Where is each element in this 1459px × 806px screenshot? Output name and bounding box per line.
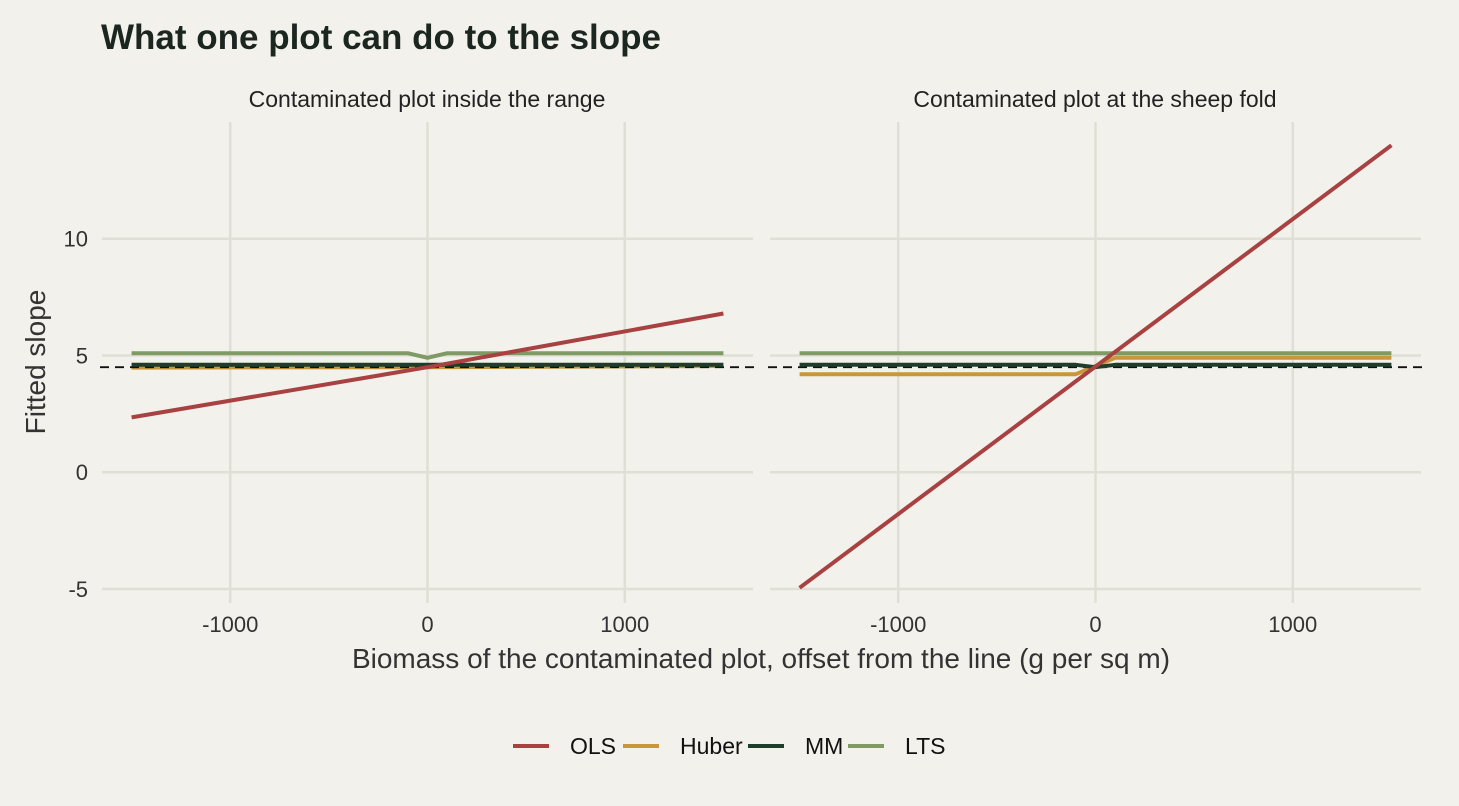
legend-item-mm: MM <box>748 733 843 759</box>
y-axis-ticks: -5 0 5 10 <box>64 227 88 602</box>
legend-item-huber: Huber <box>623 733 743 759</box>
legend-label: LTS <box>905 733 945 759</box>
chart-title: What one plot can do to the slope <box>101 18 661 57</box>
series-group <box>768 143 1423 590</box>
legend-label: OLS <box>570 733 616 759</box>
x-axis-label: Biomass of the contaminated plot, offset… <box>352 643 1170 674</box>
x-tick-label: 0 <box>1089 612 1101 637</box>
legend-item-lts: LTS <box>848 733 945 759</box>
panel-inside-range: Contaminated plot inside the range -1000… <box>100 86 755 637</box>
legend-item-ols: OLS <box>513 733 616 759</box>
panel-title: Contaminated plot at the sheep fold <box>913 86 1276 112</box>
y-axis-label: Fitted slope <box>20 290 51 435</box>
gridlines <box>102 122 753 603</box>
panel-sheep-fold: Contaminated plot at the sheep fold -100… <box>768 86 1423 637</box>
y-tick-label: 0 <box>76 460 88 485</box>
legend-label: MM <box>805 733 843 759</box>
series-line-ols <box>798 143 1393 590</box>
series-group <box>100 311 755 420</box>
legend: OLS Huber MM LTS <box>513 733 945 759</box>
x-tick-label: 0 <box>421 612 433 637</box>
x-axis-ticks: -1000 0 1000 <box>870 612 1317 637</box>
x-tick-label: -1000 <box>202 612 258 637</box>
y-tick-label: 10 <box>64 227 88 252</box>
x-axis-ticks: -1000 0 1000 <box>202 612 649 637</box>
x-tick-label: 1000 <box>600 612 649 637</box>
y-tick-label: -5 <box>68 577 88 602</box>
x-tick-label: 1000 <box>1268 612 1317 637</box>
series-line-ols <box>131 311 724 420</box>
gridlines <box>770 122 1421 603</box>
y-tick-label: 5 <box>76 343 88 368</box>
panel-title: Contaminated plot inside the range <box>249 86 606 112</box>
series-line-lts <box>131 351 724 360</box>
legend-label: Huber <box>680 733 743 759</box>
x-tick-label: -1000 <box>870 612 926 637</box>
